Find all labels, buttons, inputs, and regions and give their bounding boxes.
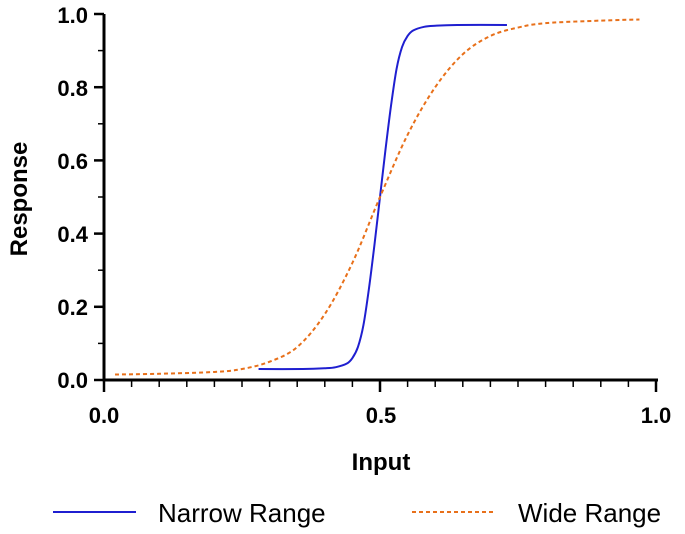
y-tick-label: 1.0	[57, 3, 88, 28]
legend-label-narrow-range: Narrow Range	[158, 498, 326, 528]
legend: Narrow Range Wide Range	[53, 498, 661, 528]
x-tick-label: 0.0	[89, 403, 120, 428]
x-tick-label: 1.0	[641, 403, 672, 428]
series-group	[115, 18, 640, 376]
x-axis-title: Input	[352, 449, 411, 476]
legend-label-wide-range: Wide Range	[518, 498, 661, 528]
series-line-wide-range	[115, 18, 640, 376]
y-tick-label: 0.6	[57, 149, 88, 174]
y-tick-label: 0.8	[57, 76, 88, 101]
ticks	[94, 12, 658, 392]
y-axis-title: Response	[6, 142, 33, 257]
x-tick-label: 0.5	[366, 403, 397, 428]
y-tick-label: 0.2	[57, 295, 88, 320]
y-tick-label: 0.0	[57, 368, 88, 393]
y-tick-labels: 0.0 0.2 0.4 0.6 0.8 1.0	[57, 3, 88, 393]
y-tick-label: 0.4	[57, 222, 88, 247]
x-tick-labels: 0.0 0.5 1.0	[89, 403, 672, 428]
series-line-narrow-range	[258, 23, 507, 371]
